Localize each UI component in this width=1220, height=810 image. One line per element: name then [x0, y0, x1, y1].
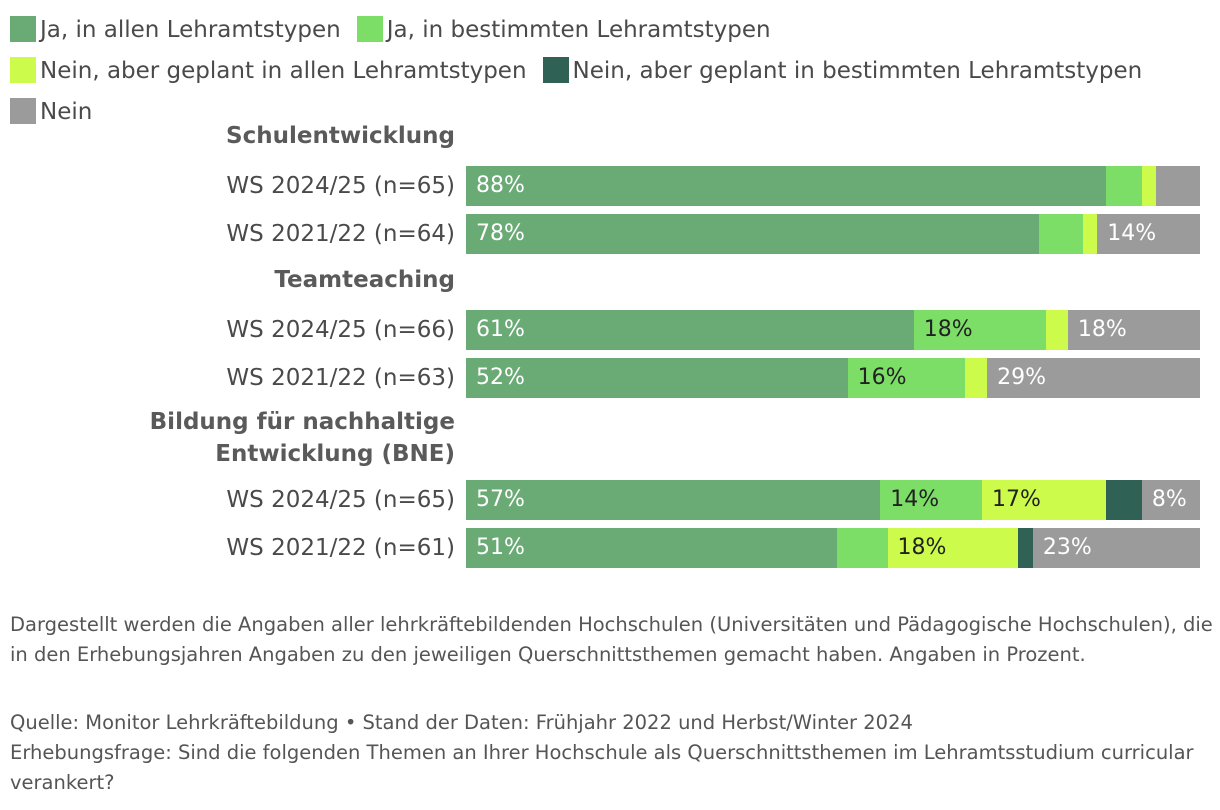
bar-value-label: 18%	[1077, 317, 1127, 342]
bar-segment	[887, 528, 1019, 568]
chart-source-block: Quelle: Monitor Lehrkräftebildung • Stan…	[10, 708, 1215, 798]
bar-value-label: 18%	[923, 317, 973, 342]
legend-label: Ja, in bestimmten Lehramtstypen	[386, 17, 771, 43]
legend-item: Nein, aber geplant in bestimmten Lehramt…	[542, 51, 1143, 92]
row-label: WS 2024/25 (n=66)	[226, 317, 455, 343]
bar-segment	[1067, 310, 1201, 350]
row-label: WS 2024/25 (n=65)	[226, 487, 455, 513]
chart-legend: Ja, in allen Lehramtstypen Ja, in bestimm…	[10, 10, 1210, 133]
chart-footnote: Dargestellt werden die Angaben aller leh…	[10, 613, 1213, 666]
bar-segment	[1141, 166, 1157, 206]
bar-segment	[1097, 214, 1201, 254]
data-source: Quelle: Monitor Lehrkräftebildung • Stan…	[10, 711, 913, 734]
bar-segment	[847, 358, 966, 398]
bar-value-label: 17%	[991, 487, 1041, 512]
bar-segment	[1018, 528, 1034, 568]
bar-segment	[987, 358, 1201, 398]
group-title: Schulentwicklung	[226, 123, 455, 149]
bar-segment	[466, 358, 849, 398]
legend-item: Nein, aber geplant in allen Lehramtstype…	[10, 51, 527, 92]
group-title: Teamteaching	[274, 267, 455, 293]
row-label: WS 2021/22 (n=64)	[226, 221, 455, 247]
bar-segment	[1082, 214, 1098, 254]
bar-segment	[965, 358, 988, 398]
bar-segment	[913, 310, 1047, 350]
legend-item: Ja, in allen Lehramtstypen	[10, 10, 341, 51]
bar-segment	[1105, 480, 1143, 520]
bar-segment	[1105, 166, 1143, 206]
bar-segment	[466, 214, 1040, 254]
legend-swatch	[542, 57, 569, 83]
row-label: WS 2021/22 (n=63)	[226, 365, 455, 391]
survey-question: Erhebungsfrage: Sind die folgenden Theme…	[10, 741, 1194, 794]
bar-value-label: 57%	[476, 487, 525, 512]
bar-segment	[466, 310, 915, 350]
bar-value-label: 78%	[476, 221, 525, 246]
legend-swatch	[356, 16, 383, 42]
legend-item: Nein	[10, 92, 92, 133]
bar-segment	[1141, 480, 1201, 520]
bar-segment	[836, 528, 888, 568]
legend-swatch	[10, 16, 36, 42]
bar-value-label: 51%	[476, 535, 525, 560]
bar-segment	[1038, 214, 1084, 254]
bar-value-label: 88%	[476, 173, 525, 198]
bar-value-label: 61%	[476, 317, 525, 342]
bar-segment	[981, 480, 1106, 520]
bar-value-label: 23%	[1042, 535, 1092, 560]
bar-value-label: 8%	[1151, 487, 1187, 512]
bar-value-label: 29%	[997, 365, 1047, 390]
legend-label: Nein	[40, 99, 93, 125]
bar-value-label: 14%	[890, 487, 940, 512]
bar-segment	[1032, 528, 1201, 568]
row-label: WS 2021/22 (n=61)	[226, 535, 455, 561]
bar-segment	[1045, 310, 1069, 350]
legend-item: Ja, in bestimmten Lehramtstypen	[356, 10, 771, 51]
bar-value-label: 18%	[897, 535, 947, 560]
bar-segment	[880, 480, 983, 520]
bar-segment	[1156, 166, 1201, 206]
group-title: Bildung für nachhaltige Entwicklung (BNE…	[149, 409, 455, 467]
legend-swatch	[10, 57, 36, 83]
bar-value-label: 16%	[857, 365, 907, 390]
bar-value-label: 14%	[1107, 221, 1157, 246]
bar-segment	[466, 480, 881, 520]
legend-label: Nein, aber geplant in allen Lehramtstype…	[40, 58, 527, 84]
bar-segment	[466, 166, 1107, 206]
bar-segment	[466, 528, 838, 568]
legend-label: Ja, in allen Lehramtstypen	[40, 17, 341, 43]
bar-value-label: 52%	[476, 365, 525, 390]
row-label: WS 2024/25 (n=65)	[226, 173, 455, 199]
legend-label: Nein, aber geplant in bestimmten Lehramt…	[572, 58, 1143, 84]
legend-swatch	[10, 98, 36, 124]
